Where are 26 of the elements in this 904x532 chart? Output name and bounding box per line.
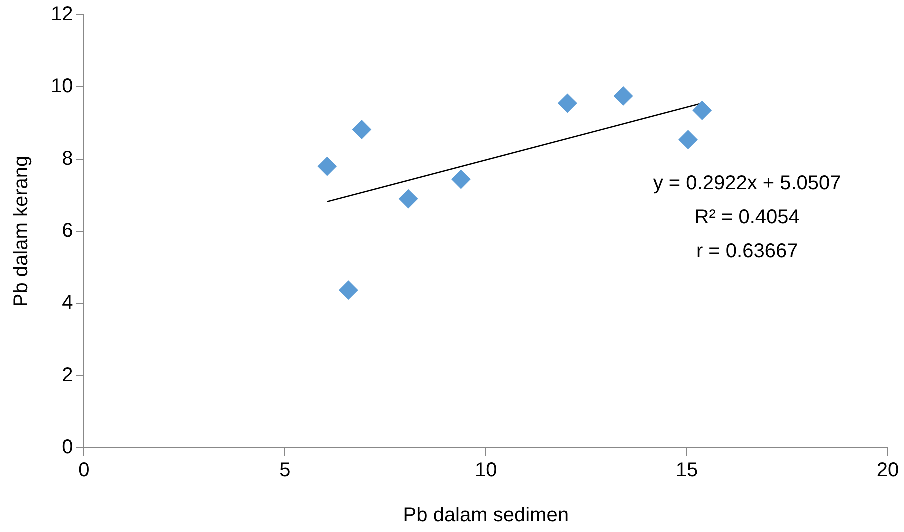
point (452, 170, 471, 190)
x-tick-label: 15 (676, 460, 698, 482)
x-tick-label: 10 (475, 460, 498, 482)
point (558, 94, 578, 113)
point (614, 86, 634, 106)
x-axis-title: Pb dalam sedimen (403, 504, 569, 527)
point (399, 190, 418, 209)
y-tick-label: 0 (62, 436, 74, 459)
y-tick-label: 6 (62, 220, 74, 242)
point (678, 130, 698, 150)
annotation: R² = 0.4054 (694, 206, 800, 228)
y-tick-label: 8 (62, 148, 74, 170)
y-tick-label: 4 (62, 292, 74, 314)
y-tick-label: 10 (50, 76, 74, 98)
x-tick-label: 20 (876, 460, 900, 482)
point (692, 101, 712, 120)
point (318, 157, 337, 176)
y-tick-label: 2 (62, 364, 74, 386)
y-axis-title: Pb dalam kerang (10, 156, 33, 308)
point (352, 120, 372, 140)
annotation: y = 0.2922x + 5.0507 (653, 172, 842, 194)
y-tick-label: 12 (50, 4, 74, 26)
point (339, 280, 358, 300)
annotation: r = 0.63667 (696, 240, 798, 262)
x-tick-label: 0 (78, 460, 90, 482)
x-tick-label: 5 (280, 460, 291, 482)
